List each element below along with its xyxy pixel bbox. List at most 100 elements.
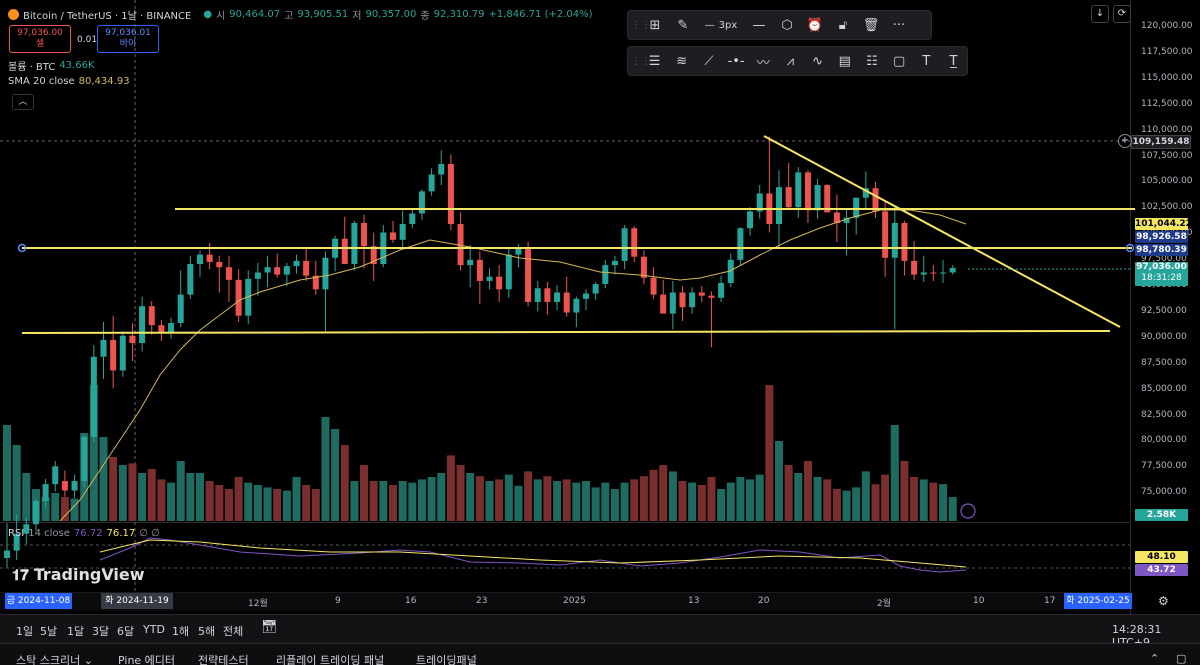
volume-bar: [292, 477, 301, 521]
text-note-icon[interactable]: T̲: [949, 53, 958, 69]
templates-icon[interactable]: ⊞: [649, 17, 661, 33]
candle-body: [168, 323, 175, 333]
volume-bar: [871, 484, 880, 521]
tab-stock-screener[interactable]: 스탁 스크리너 ⌄: [16, 652, 93, 665]
elliott-wave-icon[interactable]: 〰: [756, 55, 770, 71]
range-button[interactable]: 1달: [67, 625, 85, 638]
candle-body: [254, 272, 261, 279]
range-button[interactable]: 1일: [16, 625, 34, 638]
volume-bar: [437, 473, 446, 521]
tab-label: 스탁 스크리너: [16, 654, 81, 665]
candle-body: [13, 533, 20, 551]
volume-bar: [485, 481, 494, 521]
crosshair-date: 화 2024-11-19: [101, 593, 173, 609]
candle-body: [872, 188, 879, 212]
pitchfork-icon[interactable]: ≋: [676, 53, 688, 69]
left-range-cursor[interactable]: 금 2024-11-08: [5, 593, 72, 609]
high-label: 고: [284, 11, 294, 22]
volume-bar: [456, 465, 465, 521]
drag-handle-icon[interactable]: ⋮⋮: [631, 55, 651, 67]
candle-body: [911, 260, 918, 275]
fib-retracement-icon[interactable]: ☰: [648, 53, 661, 69]
line-handle-right: [1125, 243, 1135, 253]
horizontal-ray-icon[interactable]: -•-: [727, 53, 745, 69]
candle-body: [52, 466, 59, 485]
candle-body: [177, 294, 184, 324]
time-axis-label: 12월: [248, 599, 268, 609]
candle-body: [129, 335, 136, 344]
pencil-color-icon[interactable]: ✎: [677, 17, 689, 33]
abcd-pattern-icon[interactable]: ⩘: [786, 53, 795, 69]
volume-bar: [746, 479, 755, 521]
tab-pine-editor[interactable]: Pine 에디터: [118, 654, 176, 665]
alert-clock-icon[interactable]: ⏰: [806, 17, 824, 33]
tab-replay-panel[interactable]: 리플레이 트레이딩 패널: [276, 654, 385, 665]
range-button[interactable]: 3달: [92, 625, 110, 638]
volume-bar: [253, 485, 262, 521]
axis-settings-icon[interactable]: ⚙: [1158, 594, 1169, 608]
buy-button[interactable]: 97,036.01 바이: [97, 25, 159, 53]
candle-body: [554, 292, 561, 302]
trash-icon[interactable]: 🗑︎: [862, 17, 880, 33]
tab-trading-panel[interactable]: 트레이딩패널: [416, 654, 477, 665]
drag-handle-icon[interactable]: ⋮⋮: [631, 19, 651, 31]
range-button[interactable]: 6달: [117, 625, 135, 638]
chart-canvas[interactable]: [0, 0, 1200, 614]
candle-body: [689, 292, 696, 308]
candle-body: [264, 267, 271, 273]
right-range-cursor[interactable]: 화 2025-02-25: [1064, 593, 1132, 609]
parallel-channel-icon[interactable]: ▤: [838, 53, 851, 69]
volume-bar: [99, 437, 108, 521]
scroll-down-icon[interactable]: ↓: [1091, 5, 1109, 23]
volume-bar: [495, 479, 504, 521]
collapse-panel-icon[interactable]: ⌃: [1150, 652, 1160, 665]
trend-line-icon[interactable]: ⟋: [704, 53, 714, 69]
add-alert-icon[interactable]: +: [1118, 134, 1132, 148]
volume-bar: [630, 479, 639, 521]
maximize-panel-icon[interactable]: ▢: [1176, 652, 1187, 665]
volume-bar: [948, 497, 957, 521]
price-axis-label: 117,500.00: [1141, 46, 1193, 57]
lock-icon[interactable]: 🔓︎: [838, 17, 848, 33]
rectangle-icon[interactable]: ▢: [892, 53, 906, 69]
volume-bar: [504, 474, 513, 521]
line-style-icon[interactable]: —: [752, 17, 766, 33]
volume-bar: [70, 498, 79, 521]
low-label: 저: [352, 11, 362, 22]
regression-icon[interactable]: ☷: [866, 53, 878, 69]
candle-body: [100, 339, 107, 357]
range-button[interactable]: 5해: [198, 625, 216, 638]
sma-legend[interactable]: SMA 20 close 80,434.93: [8, 76, 130, 87]
collapse-legend-icon[interactable]: ︿: [12, 94, 34, 110]
price-axis-label: 90,000.00: [1141, 331, 1187, 342]
candle-body: [322, 257, 329, 290]
path-icon[interactable]: ∿: [812, 53, 824, 69]
settings-icon[interactable]: ⬡: [781, 17, 793, 33]
volume-bar: [224, 489, 233, 521]
refresh-icon[interactable]: ⟳: [1113, 5, 1131, 23]
volume-bar: [823, 479, 832, 521]
resistance-tag: 101,044.22: [1135, 218, 1192, 230]
volume-name: 볼륨 · BTC: [8, 62, 56, 73]
volume-bar: [398, 481, 407, 521]
more-icon[interactable]: ···: [892, 17, 906, 33]
time-axis-label: 16: [405, 596, 417, 606]
rsi-pane: [0, 523, 1130, 591]
volume-legend[interactable]: 볼륨 · BTC 43.66K: [8, 58, 95, 73]
sell-button[interactable]: 97,036.00 셀: [9, 25, 71, 53]
tab-strategy-tester[interactable]: 전략테스터: [198, 654, 249, 665]
rsi-legend[interactable]: RSI 14 close 76.72 76.17 ∅ ∅: [8, 528, 160, 539]
range-button[interactable]: 1해: [172, 625, 190, 638]
text-icon[interactable]: T: [922, 53, 931, 69]
candle-body: [4, 550, 10, 558]
range-button[interactable]: YTD: [143, 623, 165, 636]
candle-body: [756, 193, 763, 212]
range-button[interactable]: 전체: [223, 625, 244, 638]
time-axis[interactable]: [0, 592, 1130, 611]
line-width-button[interactable]: —3px: [704, 19, 738, 31]
volume-bar: [775, 441, 783, 521]
calendar-icon[interactable]: 📅︎: [261, 620, 278, 635]
range-button[interactable]: 5날: [40, 625, 58, 638]
symbol-title[interactable]: Bitcoin / TetherUS · 1날 · BINANCE: [23, 11, 192, 22]
candle-body: [795, 172, 802, 208]
